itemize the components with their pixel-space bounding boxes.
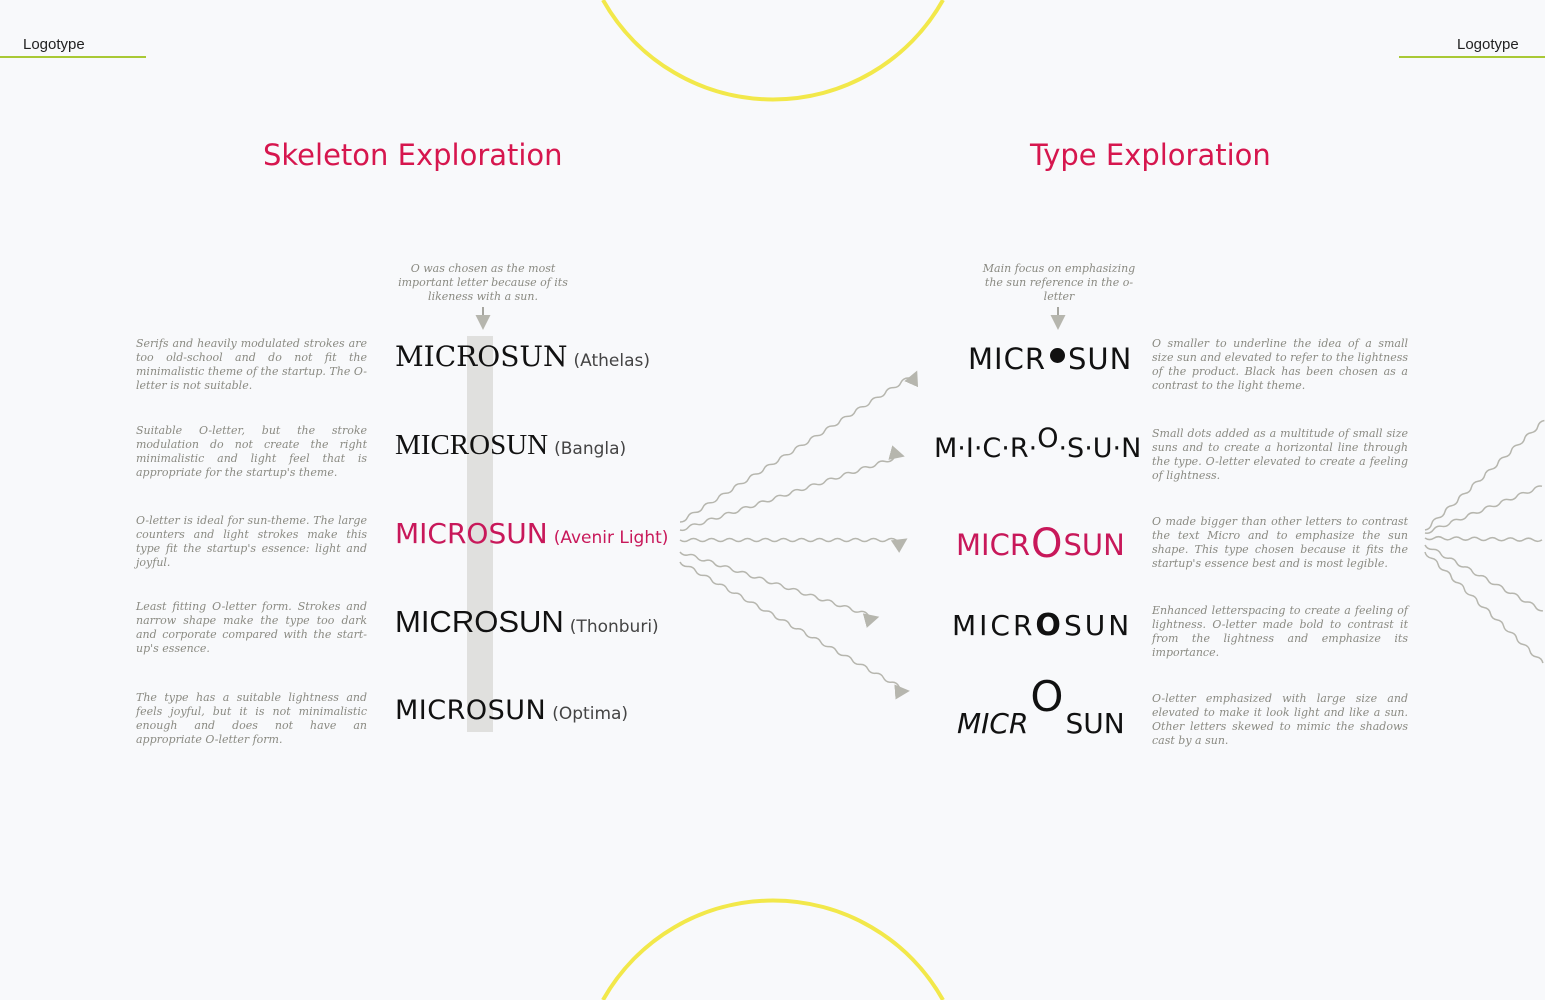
skeleton-note-4: Least fitting O-letter form. Strokes and… (136, 600, 367, 655)
sun-dot-icon (1049, 348, 1065, 363)
type-logo-dotted: M·I·C·R·O·S·U·N (934, 423, 1142, 464)
connector-out-3 (1424, 535, 1543, 543)
logo-text: MICROSUN (395, 429, 549, 461)
font-name-label: (Bangla) (554, 439, 627, 459)
type-note-2: Small dots added as a multitude of small… (1152, 427, 1408, 482)
skeleton-logo-avenir: MICROSUN (Avenir Light) (395, 517, 668, 550)
connector-out-5 (1424, 551, 1544, 664)
connector-out-4 (1424, 544, 1543, 612)
connector-arrow-1 (679, 370, 919, 523)
font-name-label: (Avenir Light) (553, 528, 669, 548)
skeleton-note-2: Suitable O-letter, but the stroke modula… (136, 424, 367, 479)
skeleton-logo-bangla: MICROSUN (Bangla) (395, 429, 626, 462)
skeleton-note-5: The type has a suitable lightness and fe… (136, 691, 367, 746)
sun-arc-bottom-path (601, 898, 945, 1000)
skeleton-note-3: O-letter is ideal for sun-theme. The lar… (136, 514, 367, 569)
logo-text: MICROSUN (395, 695, 547, 726)
type-logo-skewed: MICROSUN (957, 672, 1125, 740)
font-name-label: (Athelas) (573, 351, 651, 371)
type-logo-big-o: MICROSUN (956, 521, 1125, 567)
type-logo-small-dot: MICR SUN (968, 342, 1133, 376)
skeleton-logo-athelas: MICROSUN (Athelas) (395, 340, 650, 373)
type-note-1: O smaller to underline the idea of a sma… (1152, 337, 1408, 392)
header-right-label: Logotype (1457, 36, 1519, 53)
sun-arc-top-path (601, 0, 945, 102)
logo-text: MICROSUN (395, 517, 548, 550)
connector-arrow-2 (679, 445, 905, 532)
skeleton-title: Skeleton Exploration (263, 138, 563, 172)
skeleton-annotation: O was chosen as the most important lette… (398, 262, 568, 303)
connector-arrow-4 (679, 551, 880, 628)
type-annotation: Main focus on emphasizing the sun refere… (982, 262, 1136, 303)
skeleton-logo-optima: MICROSUN (Optima) (395, 695, 628, 726)
type-note-3: O made bigger than other letters to cont… (1152, 515, 1408, 570)
header-right-rule (1399, 56, 1545, 58)
logo-text: MICROSUN (395, 340, 568, 373)
connector-out-1 (1424, 419, 1545, 531)
type-logo-bold-o: MICROSUN (952, 608, 1133, 643)
skeleton-logo-thonburi: MICROSUN (Thonburi) (395, 604, 659, 640)
font-name-label: (Optima) (552, 704, 629, 724)
o-highlight-bar (467, 336, 493, 732)
font-name-label: (Thonburi) (569, 617, 659, 637)
connector-out-2 (1424, 485, 1543, 534)
type-title: Type Exploration (1030, 138, 1271, 172)
header-left-rule (0, 56, 146, 58)
header-left-label: Logotype (23, 36, 85, 53)
type-note-5: O-letter emphasized with large size and … (1152, 692, 1408, 747)
logo-text: MICROSUN (395, 604, 564, 639)
connector-arrow-5 (679, 561, 910, 700)
type-note-4: Enhanced letterspacing to create a feeli… (1152, 604, 1408, 659)
connector-arrow-3 (679, 537, 908, 553)
skeleton-note-1: Serifs and heavily modulated strokes are… (136, 337, 367, 392)
